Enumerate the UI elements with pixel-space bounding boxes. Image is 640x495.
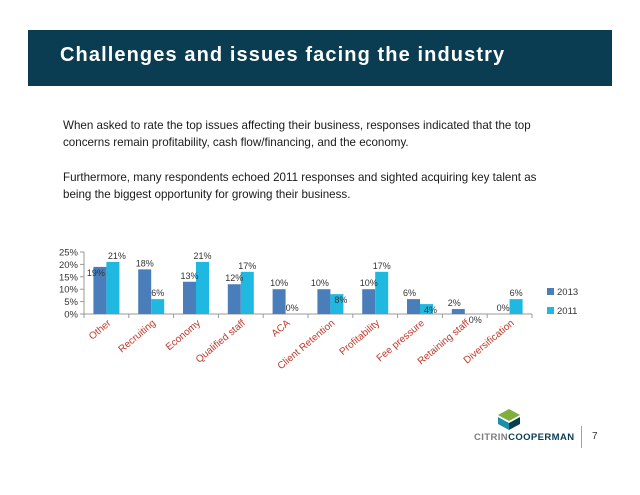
page-number: 7 <box>592 431 598 442</box>
y-tick-label: 20% <box>59 260 79 271</box>
brand-name-part-1: CITRIN <box>474 432 509 443</box>
brand-name-part-2: COOPERMAN <box>508 432 575 443</box>
bar-2013-recruiting <box>138 269 152 314</box>
bar-2013-client-retention <box>317 289 331 314</box>
bar-2011-economy <box>196 261 209 314</box>
x-tick-label-economy: Economy <box>164 318 203 353</box>
x-tick-label-recruiting: Recruiting <box>117 318 159 355</box>
data-label-2011-recruiting: 6% <box>151 288 164 298</box>
summary-paragraph-1: When asked to rate the top issues affect… <box>63 119 531 149</box>
x-tick-label-profitability: Profitability <box>338 318 383 358</box>
bar-2011-client-retention <box>330 294 344 314</box>
legend-label-2013: 2013 <box>557 287 578 298</box>
citrin-cooperman-logo-icon <box>498 409 520 430</box>
data-label-2011-qualified-staff: 17% <box>238 261 256 271</box>
bar-2011-fee-pressure <box>420 304 433 314</box>
y-tick-label: 25% <box>59 248 79 259</box>
y-tick-label: 5% <box>64 297 78 308</box>
bar-2011-qualified-staff <box>240 271 254 314</box>
bar-2013-fee-pressure <box>407 299 420 314</box>
data-label-2013-diversification: 0% <box>497 303 510 313</box>
title-bar: Challenges and issues facing the industr… <box>28 30 612 86</box>
x-tick-label-other: Other <box>87 317 114 342</box>
data-label-2011-other: 21% <box>108 251 126 261</box>
data-label-2013-client-retention: 10% <box>311 278 329 288</box>
y-tick-label: 10% <box>59 285 79 296</box>
footer-divider <box>581 426 582 448</box>
bar-2013-profitability <box>362 289 376 314</box>
data-label-2013-qualified-staff: 12% <box>225 273 243 283</box>
legend-label-2011: 2011 <box>557 306 577 317</box>
bar-2011-other <box>106 261 120 314</box>
data-label-2013-profitability: 10% <box>360 278 378 288</box>
page-title: Challenges and issues facing the industr… <box>60 44 506 66</box>
summary-paragraph-2: Furthermore, many respondents echoed 201… <box>63 171 537 201</box>
data-label-2013-economy: 13% <box>180 271 198 281</box>
brand-name: CITRINCOOPERMAN <box>474 432 575 443</box>
data-label-2013-fee-pressure: 6% <box>403 288 416 298</box>
data-label-2011-client-retention: 8% <box>334 295 347 305</box>
legend-swatch-2011 <box>547 307 554 314</box>
bar-2011-profitability <box>375 271 389 314</box>
y-tick-label: 0% <box>64 310 78 321</box>
bar-chart: 0%5%10%15%20%25%19%21%Other18%6%Recruiti… <box>59 248 578 373</box>
bar-2011-diversification <box>509 299 523 314</box>
x-tick-label-qualified-staff: Qualified staff <box>194 318 248 366</box>
y-tick-label: 15% <box>59 272 79 283</box>
bar-2013-qualified-staff <box>227 284 241 314</box>
data-label-2011-retaining-staff: 0% <box>469 315 482 325</box>
data-label-2013-retaining-staff: 2% <box>448 298 461 308</box>
x-tick-label-aca: ACA <box>270 318 293 340</box>
data-label-2011-fee-pressure: 4% <box>424 305 437 315</box>
data-label-2013-aca: 10% <box>270 278 288 288</box>
data-label-2013-recruiting: 18% <box>136 258 154 268</box>
data-label-2011-profitability: 17% <box>373 261 391 271</box>
bar-2013-other <box>93 266 107 314</box>
bar-2013-retaining-staff <box>451 309 465 314</box>
data-label-2013-other: 19% <box>87 268 105 278</box>
data-label-2011-diversification: 6% <box>510 288 523 298</box>
data-label-2011-aca: 0% <box>286 303 299 313</box>
bar-2013-economy <box>183 281 196 314</box>
legend-swatch-2013 <box>547 288 554 295</box>
bar-2013-aca <box>272 289 286 314</box>
bar-2011-recruiting <box>151 299 165 314</box>
data-label-2011-economy: 21% <box>193 251 211 261</box>
